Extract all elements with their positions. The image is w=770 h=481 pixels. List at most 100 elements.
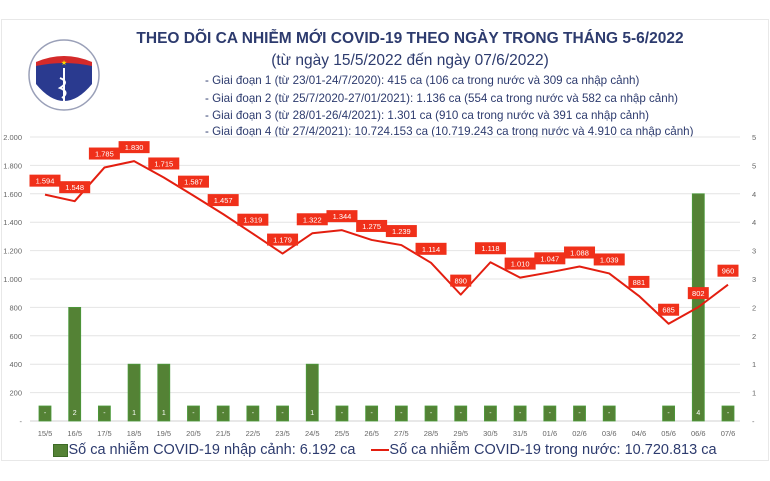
- line-label-box: [628, 275, 650, 288]
- line-label-box: [296, 213, 328, 226]
- line-data-label: 1.715: [154, 159, 173, 168]
- y-right-tick-label: 4: [752, 190, 756, 199]
- bar-label: -: [341, 410, 344, 417]
- y-left-tick-label: 1.600: [3, 190, 22, 199]
- bar-label: -: [519, 410, 522, 417]
- bar-label: -: [549, 410, 552, 417]
- line-label-box: [118, 141, 150, 154]
- line-data-label: 1.118: [481, 244, 499, 253]
- line-data-label: 1.594: [36, 177, 55, 186]
- line-data-label: 1.088: [570, 249, 589, 258]
- phase-1: - Giai đoạn 1 (từ 23/01-24/7/2020): 415 …: [205, 74, 640, 87]
- line-label-box: [326, 210, 358, 223]
- y-left-tick-label: 800: [9, 303, 22, 312]
- line-data-label: 1.047: [540, 254, 559, 263]
- line-label-box: [385, 225, 417, 238]
- phase-2: - Giai đoạn 2 (từ 25/7/2020-27/01/2021):…: [205, 92, 679, 105]
- line-data-label: 1.548: [65, 183, 84, 192]
- y-left-tick-label: 1.400: [3, 218, 22, 227]
- line-data-label: 890: [454, 277, 467, 286]
- line-label-box: [717, 264, 739, 277]
- x-tick-label: 27/5: [394, 429, 409, 438]
- bar-label: -: [489, 410, 492, 417]
- line-data-label: 1.114: [422, 245, 440, 254]
- bar-label: -: [222, 410, 225, 417]
- y-right-tick-label: 3: [752, 275, 756, 284]
- y-right-tick-label: 1: [752, 360, 756, 369]
- x-tick-label: 02/6: [572, 429, 587, 438]
- bar-imported: [662, 405, 676, 422]
- x-tick-label: 19/5: [156, 429, 171, 438]
- bar-imported: [573, 405, 586, 422]
- line-label-box: [450, 274, 472, 287]
- svg-text:★: ★: [61, 59, 67, 67]
- bar-imported: [127, 363, 141, 422]
- x-tick-label: 15/5: [38, 429, 53, 438]
- line-label-box: [356, 219, 388, 232]
- bar-imported: [305, 363, 319, 422]
- y-left-tick-label: 1.000: [3, 275, 22, 284]
- line-label-box: [593, 253, 625, 266]
- bar-imported: [484, 405, 497, 422]
- bar-imported: [454, 405, 468, 422]
- legend-item-imported: Số ca nhiễm COVID-19 nhập cảnh: 6.192 ca: [53, 442, 355, 458]
- line-label-box: [207, 194, 239, 207]
- legend: Số ca nhiễm COVID-19 nhập cảnh: 6.192 ca…: [0, 442, 770, 458]
- bar-imported: [216, 405, 230, 422]
- y-right-tick-label: 4: [752, 218, 756, 227]
- line-label-box: [658, 303, 680, 316]
- legend-item-domestic: Số ca nhiễm COVID-19 trong nước: 10.720.…: [371, 442, 717, 458]
- bar-label: -: [252, 410, 255, 417]
- line-data-label: 1.322: [303, 215, 322, 224]
- y-left-tick-label: 200: [9, 389, 22, 398]
- bar-imported: [721, 405, 735, 422]
- x-tick-label: 03/6: [602, 429, 617, 438]
- y-right-tick-label: -: [752, 417, 755, 426]
- x-tick-label: 17/5: [97, 429, 112, 438]
- line-swatch-icon: [371, 449, 390, 452]
- x-tick-label: 22/5: [246, 429, 261, 438]
- line-label-box: [504, 257, 536, 270]
- line-label-box: [415, 242, 447, 255]
- y-right-tick-label: 3: [752, 247, 756, 256]
- line-label-box: [148, 157, 180, 170]
- bar-imported: [187, 405, 200, 422]
- line-data-label: 1.319: [243, 216, 262, 225]
- x-tick-label: 26/5: [364, 429, 379, 438]
- line-label-box: [687, 287, 709, 300]
- bar-imported: [276, 405, 289, 422]
- line-data-label: 685: [662, 306, 675, 315]
- x-tick-label: 25/5: [335, 429, 350, 438]
- bar-imported: [68, 306, 82, 422]
- bar-imported: [335, 405, 349, 422]
- x-tick-label: 28/5: [424, 429, 439, 438]
- line-label-box: [267, 233, 299, 246]
- x-tick-label: 01/6: [543, 429, 558, 438]
- bar-imported: [602, 405, 616, 422]
- bar-label: -: [400, 410, 403, 417]
- x-tick-label: 18/5: [127, 429, 142, 438]
- legend-label-imported: Số ca nhiễm COVID-19 nhập cảnh: 6.192 ca: [68, 442, 356, 458]
- line-data-label: 1.239: [392, 227, 411, 236]
- bar-label: -: [667, 410, 670, 417]
- y-right-tick-label: 5: [752, 161, 756, 170]
- bar-swatch-icon: [53, 443, 69, 457]
- bar-imported: [513, 405, 527, 422]
- bar-imported: [97, 405, 111, 422]
- bar-label: -: [103, 410, 106, 417]
- line-data-label: 1.830: [125, 143, 144, 152]
- x-tick-label: 23/5: [275, 429, 290, 438]
- y-left-tick-label: 2.000: [3, 133, 22, 142]
- bar-label: -: [578, 410, 581, 417]
- line-data-label: 1.587: [184, 178, 203, 187]
- line-data-label: 1.785: [95, 150, 114, 159]
- line-data-label: 1.457: [214, 196, 233, 205]
- bar-label: 2: [73, 410, 77, 417]
- line-data-label: 1.010: [511, 260, 530, 269]
- bar-label: 1: [310, 410, 314, 417]
- line-data-label: 1.344: [333, 212, 352, 221]
- x-tick-label: 30/5: [483, 429, 498, 438]
- x-tick-label: 29/5: [453, 429, 468, 438]
